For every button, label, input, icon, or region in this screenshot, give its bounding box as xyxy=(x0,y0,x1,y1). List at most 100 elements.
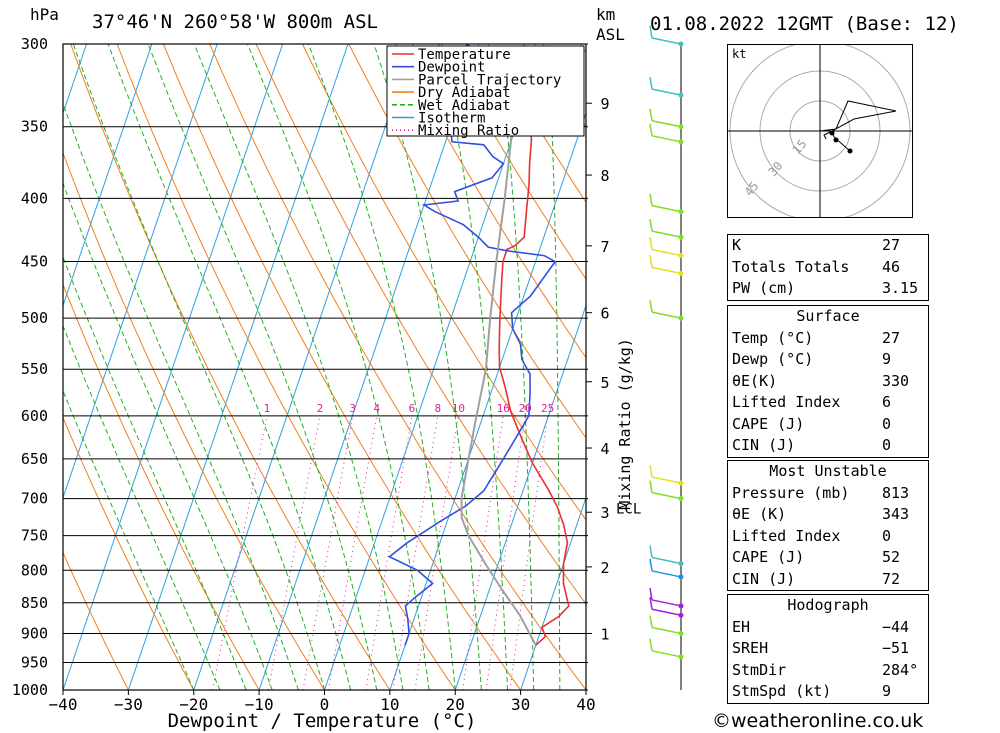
km-tick-label: 3 xyxy=(600,504,609,522)
wind-barb-feather xyxy=(649,597,653,610)
pressure-tick-label: 900 xyxy=(21,624,48,642)
km-tick-label: 9 xyxy=(600,95,609,113)
wind-barb-staff xyxy=(651,556,682,565)
wind-barb-dot xyxy=(678,561,684,567)
mixing-ratio-value-label: 6 xyxy=(409,402,416,415)
km-tick-label: 4 xyxy=(600,440,609,458)
wind-barb-dot xyxy=(678,480,684,486)
x-tick-label: −30 xyxy=(114,695,143,714)
x-tick-label: 40 xyxy=(576,695,595,714)
hodograph-trace xyxy=(819,100,897,140)
hodo-row: StmDir 284° xyxy=(732,660,919,679)
mixing-ratio-line xyxy=(392,415,439,690)
x-tick-label: 10 xyxy=(380,695,399,714)
hpa-axis-label: hPa xyxy=(30,5,59,24)
mu-row: Lifted Index 0 xyxy=(732,526,892,545)
wind-barb-dot xyxy=(678,315,684,321)
x-tick-label: 20 xyxy=(446,695,465,714)
isotherm-line xyxy=(454,303,586,690)
dry-adiabat-line xyxy=(63,551,129,690)
pressure-lines xyxy=(63,43,588,691)
wind-barb xyxy=(649,219,684,240)
mu-row: θE (K) 343 xyxy=(732,505,910,523)
surface-row: Lifted Index 6 xyxy=(732,393,892,411)
pressure-tick-label: 950 xyxy=(21,653,48,671)
km-tick-label: 2 xyxy=(600,559,609,577)
wind-barb-dot xyxy=(678,630,684,636)
wind-barb-dot xyxy=(678,574,684,580)
km-axis: 1 2 3 4 5 6 7 8 9 LCL xyxy=(586,44,682,690)
wind-barb xyxy=(649,77,684,98)
plot-frame xyxy=(62,43,587,691)
x-tick-label: 30 xyxy=(511,695,530,714)
wind-barb-feather xyxy=(649,638,653,651)
wind-barb xyxy=(649,587,684,609)
wind-barb-dot xyxy=(678,612,684,618)
wind-barb-staff xyxy=(651,599,682,607)
wind-barb-staff xyxy=(651,266,682,275)
dry-adiabat-line xyxy=(63,151,325,690)
pressure-tick-label: 1000 xyxy=(12,681,48,699)
legend-label: Mixing Ratio xyxy=(418,123,519,139)
wind-barb-staff xyxy=(651,135,682,143)
wet-adiabat-line xyxy=(107,44,352,690)
wind-barb-feather xyxy=(649,558,653,572)
pressure-tick-label: 450 xyxy=(21,253,48,271)
wind-barb-feather xyxy=(649,480,653,493)
wind-barb xyxy=(649,193,684,215)
mu-row: CIN (J) 72 xyxy=(732,569,901,588)
wind-barb-dot xyxy=(678,139,684,145)
wind-barb-dot xyxy=(678,41,684,47)
location-title: 37°46'N 260°58'W 800m ASL xyxy=(92,11,378,33)
wind-barb-feather xyxy=(649,219,653,232)
wet-adiabat-line xyxy=(307,44,456,690)
credit-link[interactable]: ©weatheronline.co.uk xyxy=(712,710,924,732)
mixing-ratio-value-label: 16 xyxy=(497,402,510,415)
wind-barb-feather xyxy=(649,108,653,121)
wind-barb-staff xyxy=(651,626,682,635)
temperature-line xyxy=(498,111,570,646)
pressure-tick-label: 550 xyxy=(21,360,48,378)
wind-barb-staff xyxy=(651,204,682,213)
wind-barb-dot xyxy=(678,234,684,240)
surface-row: CAPE (J) 0 xyxy=(732,414,892,433)
wind-barb xyxy=(649,108,684,130)
axes: 3003504004505005506006507007508008509009… xyxy=(12,35,596,714)
legend-label: Temperature xyxy=(418,47,511,63)
km-tick-label: 1 xyxy=(600,625,609,643)
wind-barb-dot xyxy=(678,209,684,215)
hodo-row: SREH −51 xyxy=(732,639,910,657)
wind-barb-feather xyxy=(649,255,653,268)
wind-barb-dot xyxy=(678,253,684,259)
dry-adiabat-line xyxy=(348,44,586,439)
mixing-ratio-line xyxy=(509,415,549,690)
wet-adiabat-line xyxy=(438,44,509,690)
surface-table: Surface Temp (°C) 27 Dewp (°C) 9 θE(K) 330 … xyxy=(727,305,929,458)
hodo-row: EH −44 xyxy=(732,617,910,636)
dry-adiabat-line xyxy=(116,44,456,690)
isotherm-line xyxy=(63,44,153,307)
isotherm-line xyxy=(258,44,480,690)
lcl-label: LCL xyxy=(616,502,641,518)
mu-row: CAPE (J) 52 xyxy=(732,548,901,566)
wind-barb-staff xyxy=(651,476,682,484)
isotherm-line xyxy=(63,44,284,690)
legend-label: Dry Adiabat xyxy=(418,85,511,101)
hodograph-point xyxy=(829,130,835,136)
mixing-ratio-line xyxy=(212,415,268,690)
dry-adiabat-line xyxy=(441,44,586,280)
wet-adiabat-line xyxy=(247,44,430,690)
legend-box xyxy=(386,45,585,137)
pressure-tick-label: 700 xyxy=(21,490,48,508)
wet-adiabat-line xyxy=(193,44,404,690)
isotherm-line xyxy=(324,44,545,690)
pressure-tick-label: 750 xyxy=(21,527,48,545)
wind-barb xyxy=(649,545,684,567)
hodograph-table: Hodograph EH −44 SREH −51 StmDir 284° StmSp… xyxy=(727,594,929,704)
wind-barb-dot xyxy=(678,92,684,98)
x-tick-label: −40 xyxy=(49,695,78,714)
pressure-tick-label: 800 xyxy=(21,561,48,579)
wind-barb-staff xyxy=(651,311,682,319)
mixing-ratio-axis-label: Mixing Ratio (g/kg) xyxy=(616,338,634,510)
